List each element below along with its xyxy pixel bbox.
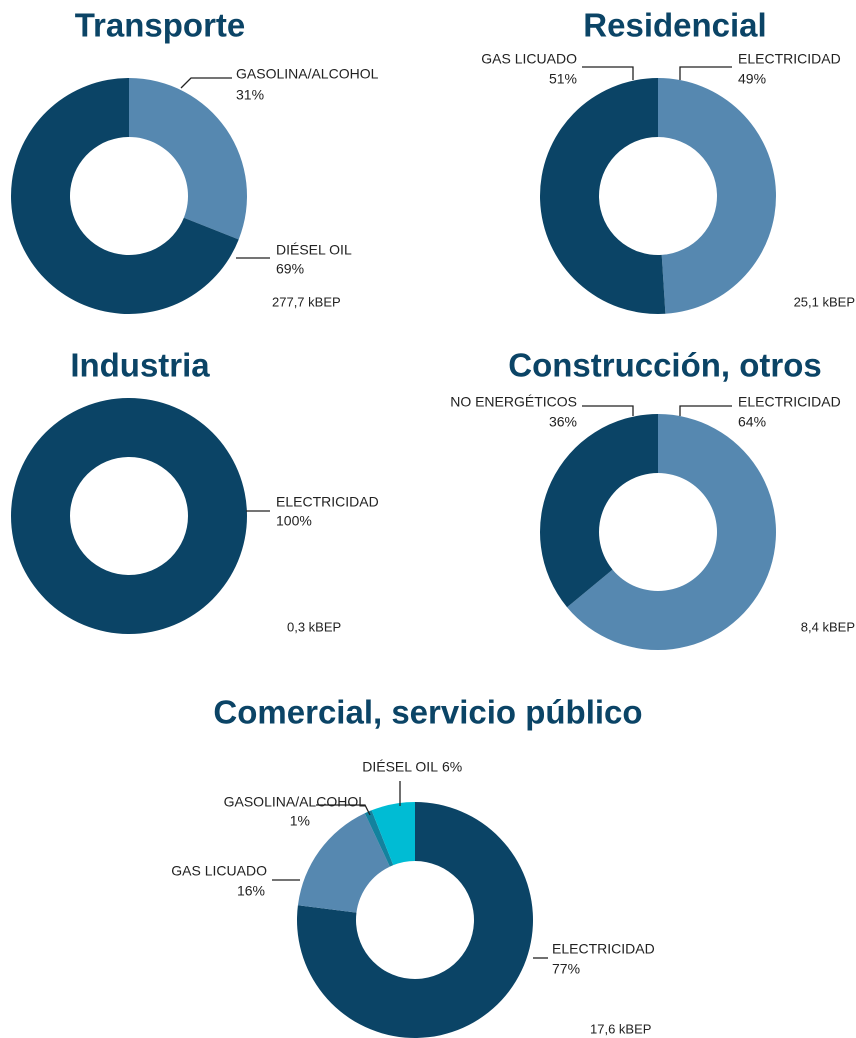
donut-slice xyxy=(371,802,415,866)
slice-label: ELECTRICIDAD xyxy=(552,941,655,957)
donut-slice xyxy=(129,78,248,240)
slice-value-label: 31% xyxy=(236,87,264,103)
total-annotation: 277,7 kBEP xyxy=(272,294,341,309)
slice-value-label: 16% xyxy=(237,883,265,899)
chart-title: Comercial, servicio público xyxy=(213,694,642,731)
slice-value-label: 69% xyxy=(276,261,304,277)
donut-slice xyxy=(297,813,390,913)
slice-value-label: 49% xyxy=(738,71,766,87)
slice-label: GASOLINA/ALCOHOL xyxy=(224,794,367,810)
slice-label: NO ENERGÉTICOS xyxy=(450,394,577,410)
slice-label: ELECTRICIDAD xyxy=(738,51,841,67)
leader-line xyxy=(582,405,634,416)
leader-line xyxy=(582,66,634,80)
donut-slice xyxy=(364,810,394,867)
donut-slice xyxy=(539,414,658,608)
donut-slice xyxy=(297,802,533,1038)
donut-slice xyxy=(11,398,247,634)
slice-value-label: 36% xyxy=(549,414,577,430)
slice-label: ELECTRICIDAD xyxy=(738,394,841,410)
slice-label: GAS LICUADO xyxy=(481,51,577,67)
leader-line xyxy=(679,405,732,416)
donut-slice xyxy=(11,78,239,314)
slice-value-label: 51% xyxy=(549,71,577,87)
slice-value-label: 77% xyxy=(552,961,580,977)
slice-label: DIÉSEL OIL xyxy=(362,759,438,775)
slice-label: GASOLINA/ALCOHOL xyxy=(236,66,379,82)
slice-label: ELECTRICIDAD xyxy=(276,494,379,510)
leader-line xyxy=(679,66,732,80)
slice-value-label: 1% xyxy=(290,813,310,829)
slice-label: DIÉSEL OIL xyxy=(276,242,352,258)
donut-slice xyxy=(539,78,666,315)
donut-slice xyxy=(567,414,776,650)
slice-label: GAS LICUADO xyxy=(171,863,267,879)
chart-title: Residencial xyxy=(583,7,766,44)
leader-line xyxy=(316,804,371,816)
total-annotation: 17,6 kBEP xyxy=(590,1021,651,1036)
total-annotation: 8,4 kBEP xyxy=(801,619,855,634)
slice-value-label: 64% xyxy=(738,414,766,430)
chart-title: Industria xyxy=(70,347,210,384)
chart-title: Construcción, otros xyxy=(508,347,822,384)
donut-slice xyxy=(658,78,776,314)
chart-title: Transporte xyxy=(75,7,246,44)
slice-value-label: 6% xyxy=(442,759,462,775)
leader-line xyxy=(180,77,232,89)
slice-value-label: 100% xyxy=(276,513,312,529)
total-annotation: 0,3 kBEP xyxy=(287,619,341,634)
total-annotation: 25,1 kBEP xyxy=(794,294,855,309)
